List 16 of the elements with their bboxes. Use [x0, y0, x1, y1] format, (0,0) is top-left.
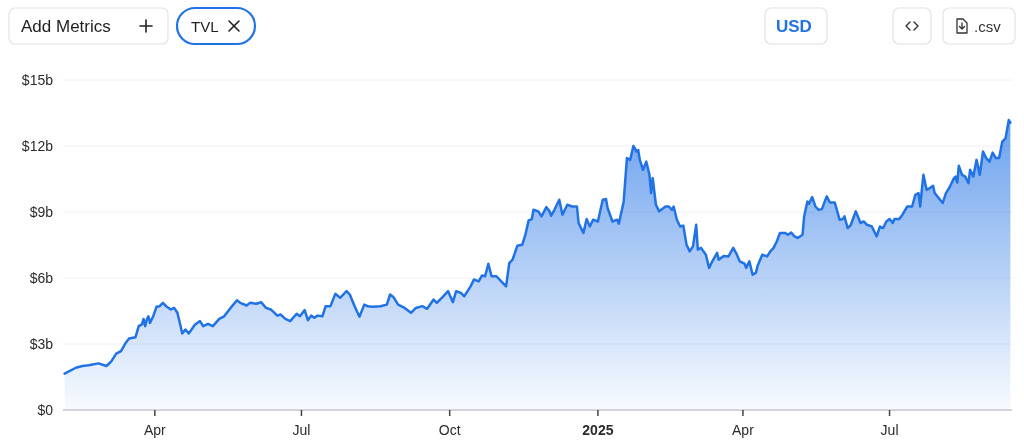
x-tick-label: Apr	[143, 422, 167, 438]
text: .csv	[974, 17, 1002, 35]
x-tick-label: Jul	[880, 422, 899, 438]
x-tick-label: Apr	[732, 422, 755, 438]
y-tick-label: $15b	[21, 72, 54, 88]
x-tick-label: Jul	[292, 422, 311, 438]
y-tick-label: $12b	[21, 138, 54, 154]
x-tick-label: Oct	[438, 422, 461, 438]
text: USD	[776, 16, 812, 36]
y-tick-label: $6b	[29, 270, 54, 286]
text: Add Metrics	[21, 16, 111, 36]
x-tick-label: 2025	[582, 422, 614, 438]
y-tick-label: $9b	[29, 204, 54, 220]
y-tick-label: $0	[37, 402, 54, 418]
text: TVL	[191, 17, 219, 35]
y-tick-label: $3b	[29, 336, 54, 352]
